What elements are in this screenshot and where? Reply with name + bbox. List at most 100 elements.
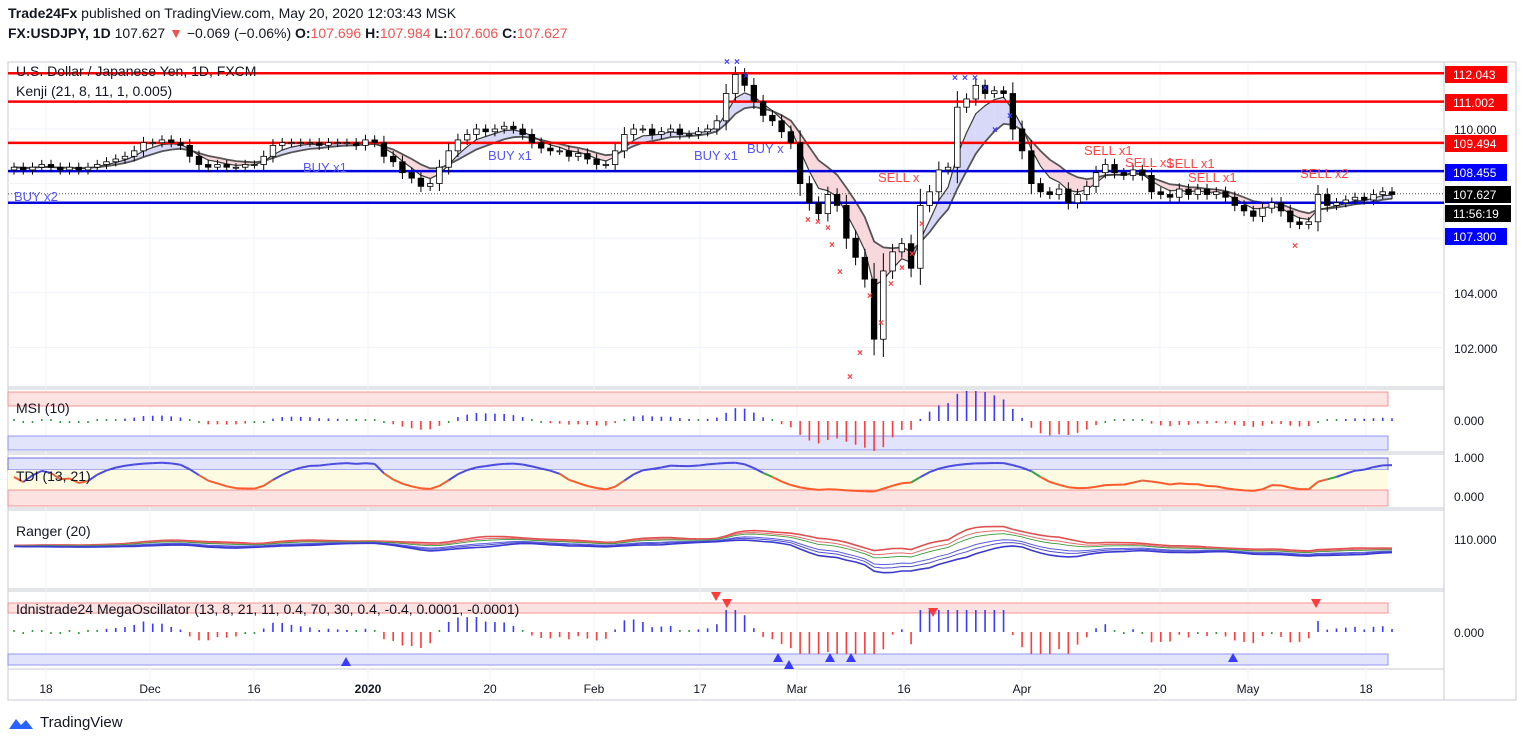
tdi-segment [540, 467, 551, 472]
signal-cross-16: × [867, 291, 873, 302]
candle-body [1351, 196, 1359, 201]
time-axis-label-1: Dec [139, 682, 160, 696]
tdi-segment [291, 466, 301, 472]
candle-body [279, 142, 286, 146]
candle-body [815, 202, 822, 215]
candle-body [991, 90, 998, 94]
candle-body [833, 194, 841, 206]
tdi-segment [1243, 489, 1254, 492]
candle-body [593, 158, 600, 165]
outer-border [7, 61, 1517, 701]
candle-body [796, 142, 804, 184]
tdi-segment [966, 462, 976, 465]
candle-body [695, 131, 702, 135]
candle-body [732, 74, 739, 94]
tdi-segment [605, 485, 616, 491]
tdi-segment [22, 474, 34, 483]
candle-body [584, 153, 591, 160]
candle-body [1213, 191, 1220, 195]
signal-cross-11: × [825, 223, 831, 234]
close-value: 107.627 [516, 25, 568, 41]
mega-title[interactable]: Idnistrade24 MegaOscillator (13, 8, 21, … [16, 601, 519, 617]
candle-body [94, 164, 101, 168]
kenji-cloud-segment [587, 150, 597, 159]
signal-cross-1: × [734, 57, 740, 68]
candle-body [1148, 175, 1155, 193]
tdi-segment [689, 464, 699, 468]
publisher-name[interactable]: Trade24Fx [8, 5, 78, 21]
price-label-s1: 108.455 [1445, 164, 1507, 181]
tdi-segment [762, 471, 773, 478]
mega-buy-arrow-0 [341, 657, 351, 666]
kenji-indicator-title[interactable]: Kenji (21, 8, 11, 1, 0.005) [16, 83, 172, 99]
tdi-segment [272, 474, 283, 481]
candle-body [297, 142, 304, 145]
tdi-segment [1179, 482, 1189, 486]
tdi-segment [929, 467, 940, 474]
tdi-segment [365, 462, 375, 465]
svg-text:107.627: 107.627 [1453, 188, 1497, 202]
tdi-segment [281, 469, 292, 476]
tdi-segment [87, 473, 98, 482]
candle-body [57, 166, 64, 171]
ranger-title[interactable]: Ranger (20) [16, 523, 91, 539]
tdi-segment [134, 462, 144, 466]
candle-body [1333, 202, 1340, 206]
candle-body [843, 205, 850, 239]
kenji-cloud-segment [818, 160, 828, 191]
mega-oscillator [13, 592, 1393, 669]
time-axis-label-3: 2020 [355, 682, 382, 696]
tdi-segment [1216, 485, 1226, 490]
mega-buy-arrow-2 [784, 660, 794, 669]
candle-body [611, 150, 619, 165]
tdi-segment [319, 463, 329, 467]
price-tick-102: 102.000 [1454, 342, 1498, 356]
price-label-r3: 109.494 [1445, 135, 1507, 152]
candle-body [1250, 210, 1257, 217]
tdi-segment [1345, 469, 1356, 475]
candle-body [454, 139, 462, 152]
tradingview-logo-icon [9, 718, 33, 729]
signal-cross-13: × [837, 267, 843, 278]
indicator-backgrounds [7, 391, 1389, 666]
tdi-segment [392, 478, 403, 485]
candle-body [630, 128, 637, 135]
msi-title[interactable]: MSI (10) [16, 400, 70, 416]
kenji-slow-line [13, 105, 1393, 253]
last-price: 107.627 [114, 25, 166, 41]
signal-cross-21: × [919, 219, 925, 230]
tdi-segment [531, 465, 542, 470]
tdi-segment [1123, 481, 1134, 486]
tdi-title[interactable]: TDI (13, 21) [16, 468, 91, 484]
candle-body [121, 155, 129, 160]
candle-body [316, 142, 323, 146]
candle-body [131, 150, 138, 157]
tdi-segment [744, 463, 755, 469]
candle-body [1240, 205, 1248, 212]
candle-body [482, 128, 489, 133]
footer-brand[interactable]: TradingView [8, 714, 123, 731]
tdi-segment [873, 487, 884, 493]
signal-cross-14: × [847, 372, 853, 383]
candle-body [1092, 172, 1100, 187]
kenji-cloud-segment [985, 99, 995, 142]
candle-body [269, 144, 277, 157]
candle-body [713, 120, 721, 130]
tdi-segment [373, 463, 385, 474]
tdi-segment [587, 485, 597, 489]
tdi-segment [809, 487, 819, 491]
time-axis-label-5: Feb [584, 682, 605, 696]
tdi-segment [1336, 472, 1347, 478]
candle-body [889, 251, 896, 272]
tdi-segment [448, 473, 459, 482]
time-axis[interactable]: 18 Dec 16 2020 20 Feb 17 Mar 16 Apr 20 May 18 [39, 682, 1373, 696]
signal-cross-2: × [743, 71, 749, 82]
candle-body [112, 158, 119, 163]
tdi-segment [115, 464, 126, 469]
candle-body [66, 166, 73, 171]
tdi-segment [1169, 482, 1180, 486]
candle-body [741, 74, 748, 86]
candle-body [399, 161, 406, 174]
signal-label-7: SELL x1 [1125, 155, 1174, 170]
